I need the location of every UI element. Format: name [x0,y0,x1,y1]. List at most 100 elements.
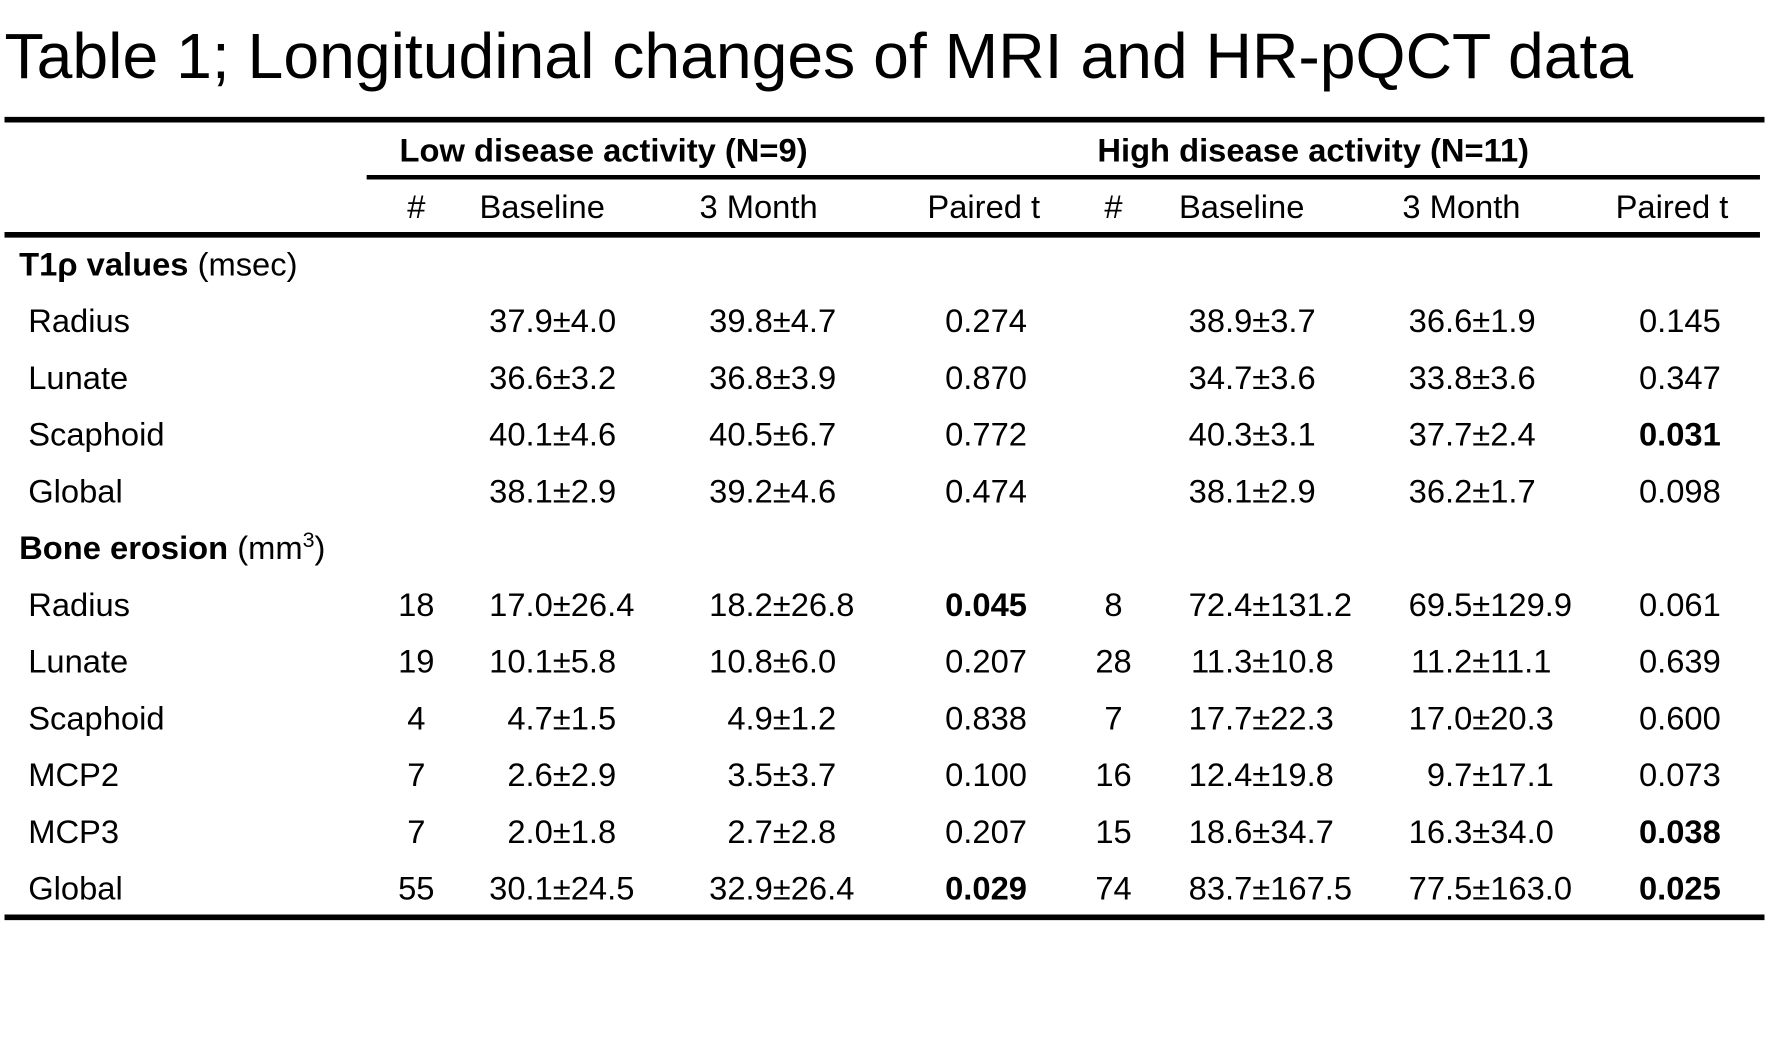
cell: 0.031 [1639,416,1721,453]
cell: 2.7±2.8 [727,813,836,850]
column-header: 3 Month [699,188,817,225]
row-label: Scaphoid [28,416,164,453]
cell: 33.8±3.6 [1409,359,1536,396]
cell: 0.061 [1639,586,1721,623]
cell: 3.5±3.7 [727,756,836,793]
cell: 10.8±6.0 [709,643,836,680]
column-header: Baseline [1179,188,1304,225]
cell: 7 [407,756,425,793]
cell: 38.1±2.9 [489,472,616,509]
cell: 0.100 [945,756,1027,793]
cell: 2.6±2.9 [507,756,616,793]
cell: 11.2±11.1 [1411,643,1551,680]
cell: 38.9±3.7 [1189,302,1316,339]
cell: 0.025 [1639,870,1721,907]
column-header: Paired t [927,188,1040,225]
cell: 0.038 [1639,813,1721,850]
cell: 32.9±26.4 [709,870,854,907]
cell: 34.7±3.6 [1189,359,1316,396]
cell: 7 [1104,699,1122,736]
cell: 0.207 [945,643,1027,680]
cell: 17.0±26.4 [489,586,634,623]
cell: 30.1±24.5 [489,870,634,907]
cell: 28 [1095,643,1131,680]
cell: 11.3±10.8 [1191,643,1334,680]
cell: 0.474 [945,472,1027,509]
section-unit: 3 [303,528,315,552]
cell: 40.5±6.7 [709,416,836,453]
cell: 0.772 [945,416,1027,453]
row-label: Radius [28,302,130,339]
cell: 83.7±167.5 [1189,870,1352,907]
cell: 16.3±34.0 [1409,813,1554,850]
section-title: Bone erosion (mm3) [19,528,325,566]
cell: 39.2±4.6 [709,472,836,509]
row-label: Scaphoid [28,699,164,736]
column-header: # [1104,188,1123,225]
cell: 19 [398,643,434,680]
cell: 40.3±3.1 [1189,416,1316,453]
section-unit: ) [315,529,326,566]
column-header: # [407,188,426,225]
cell: 74 [1095,870,1131,907]
cell: 36.6±3.2 [489,359,616,396]
cell: 36.8±3.9 [709,359,836,396]
cell: 69.5±129.9 [1409,586,1572,623]
column-header: 3 Month [1402,188,1520,225]
cell: 4.7±1.5 [507,699,616,736]
cell: 4.9±1.2 [727,699,836,736]
group-header: High disease activity (N=11) [1097,131,1529,168]
cell: 36.6±1.9 [1409,302,1536,339]
cell: 18 [398,586,434,623]
cell: 4 [407,699,425,736]
cell: 0.870 [945,359,1027,396]
section-name: Bone erosion [19,529,228,566]
cell: 16 [1095,756,1131,793]
cell: 0.274 [945,302,1027,339]
group-header: Low disease activity (N=9) [400,131,808,168]
cell: 0.073 [1639,756,1721,793]
section-name: T1ρ values [19,245,188,282]
cell: 17.7±22.3 [1189,699,1334,736]
cell: 0.838 [945,699,1027,736]
cell: 55 [398,870,434,907]
row-label: MCP3 [28,813,119,850]
cell: 38.1±2.9 [1189,472,1316,509]
cell: 18.2±26.8 [709,586,854,623]
row-label: MCP2 [28,756,119,793]
cell: 15 [1095,813,1131,850]
cell: 37.7±2.4 [1409,416,1536,453]
cell: 72.4±131.2 [1189,586,1352,623]
row-label: Global [28,472,123,509]
cell: 39.8±4.7 [709,302,836,339]
cell: 0.347 [1639,359,1721,396]
cell: 12.4±19.8 [1189,756,1334,793]
row-label: Lunate [28,643,128,680]
cell: 0.098 [1639,472,1721,509]
column-header: Baseline [479,188,604,225]
cell: 17.0±20.3 [1409,699,1554,736]
cell: 0.029 [945,870,1027,907]
column-header: Paired t [1616,188,1729,225]
row-label: Radius [28,586,130,623]
cell: 0.045 [945,586,1027,623]
cell: 37.9±4.0 [489,302,616,339]
table-title: Table 1; Longitudinal changes of MRI and… [5,20,1634,92]
cell: 8 [1104,586,1122,623]
section-unit: (mm [237,529,302,566]
cell: 0.145 [1639,302,1721,339]
cell: 7 [407,813,425,850]
cell: 36.2±1.7 [1409,472,1536,509]
cell: 18.6±34.7 [1189,813,1334,850]
cell: 0.207 [945,813,1027,850]
cell: 0.639 [1639,643,1721,680]
row-label: Global [28,870,123,907]
cell: 0.600 [1639,699,1721,736]
section-unit: (msec) [198,245,298,282]
cell: 9.7±17.1 [1427,756,1554,793]
row-label: Lunate [28,359,128,396]
cell: 40.1±4.6 [489,416,616,453]
cell: 10.1±5.8 [489,643,616,680]
cell: 2.0±1.8 [507,813,616,850]
